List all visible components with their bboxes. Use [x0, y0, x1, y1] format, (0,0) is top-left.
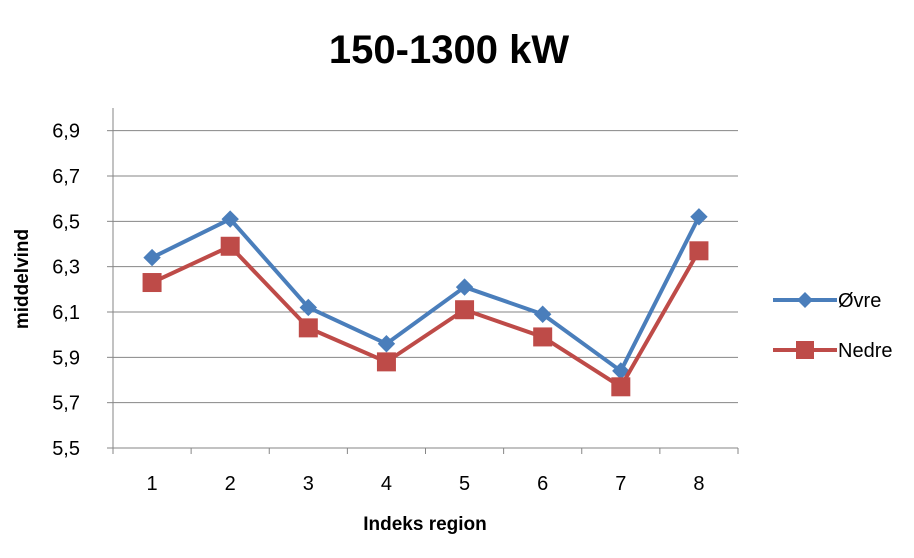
data-point-nedre — [689, 241, 709, 261]
data-point-nedre — [298, 318, 318, 338]
x-tick-label: 4 — [381, 473, 392, 495]
data-point-ovre — [690, 208, 708, 226]
legend-marker-ovre — [797, 292, 813, 308]
x-tick-label: 6 — [537, 473, 548, 495]
data-point-ovre — [455, 278, 474, 296]
x-tick-label: 3 — [303, 473, 314, 495]
y-tick-labels: 5,5 5,7 5,9 6,1 6,3 6,5 6,7 6,9 — [52, 121, 80, 460]
series-group — [142, 208, 709, 397]
x-tick-label: 5 — [459, 473, 470, 495]
data-point-nedre — [533, 327, 553, 347]
legend: Øvre Nedre — [773, 290, 892, 362]
data-point-nedre — [611, 377, 631, 397]
legend-marker-nedre — [796, 341, 814, 359]
axes — [107, 108, 739, 454]
data-point-ovre — [221, 210, 239, 228]
x-axis-label: Indeks region — [363, 514, 487, 535]
y-axis-label: middelvind — [12, 229, 33, 329]
y-tick-label: 6,7 — [52, 166, 80, 188]
data-point-nedre — [220, 236, 240, 256]
chart-title: 150-1300 kW — [329, 28, 569, 72]
series-line-ovre — [151, 215, 701, 373]
y-tick-label: 6,9 — [52, 121, 80, 143]
legend-label-ovre: Øvre — [838, 290, 881, 312]
data-point-nedre — [142, 273, 162, 293]
x-tick-label: 1 — [147, 473, 158, 495]
data-point-nedre — [455, 300, 475, 320]
y-tick-label: 5,7 — [52, 393, 80, 415]
y-tick-label: 5,5 — [52, 438, 80, 460]
y-tick-label: 6,5 — [52, 211, 80, 233]
x-tick-labels: 1 2 3 4 5 6 7 8 — [147, 473, 705, 495]
y-tick-label: 5,9 — [52, 347, 80, 369]
gridlines — [113, 130, 738, 404]
data-point-ovre — [143, 248, 161, 267]
legend-label-nedre: Nedre — [838, 340, 892, 362]
data-point-ovre — [377, 335, 396, 353]
x-tick-label: 2 — [225, 473, 236, 495]
x-tick-label: 7 — [615, 473, 626, 495]
y-tick-label: 6,1 — [52, 302, 80, 324]
data-point-nedre — [376, 352, 396, 372]
data-point-ovre — [299, 298, 318, 317]
y-tick-label: 6,3 — [52, 257, 80, 279]
x-tick-label: 8 — [693, 473, 704, 495]
series-line-nedre — [151, 244, 701, 389]
data-point-ovre — [533, 305, 552, 323]
